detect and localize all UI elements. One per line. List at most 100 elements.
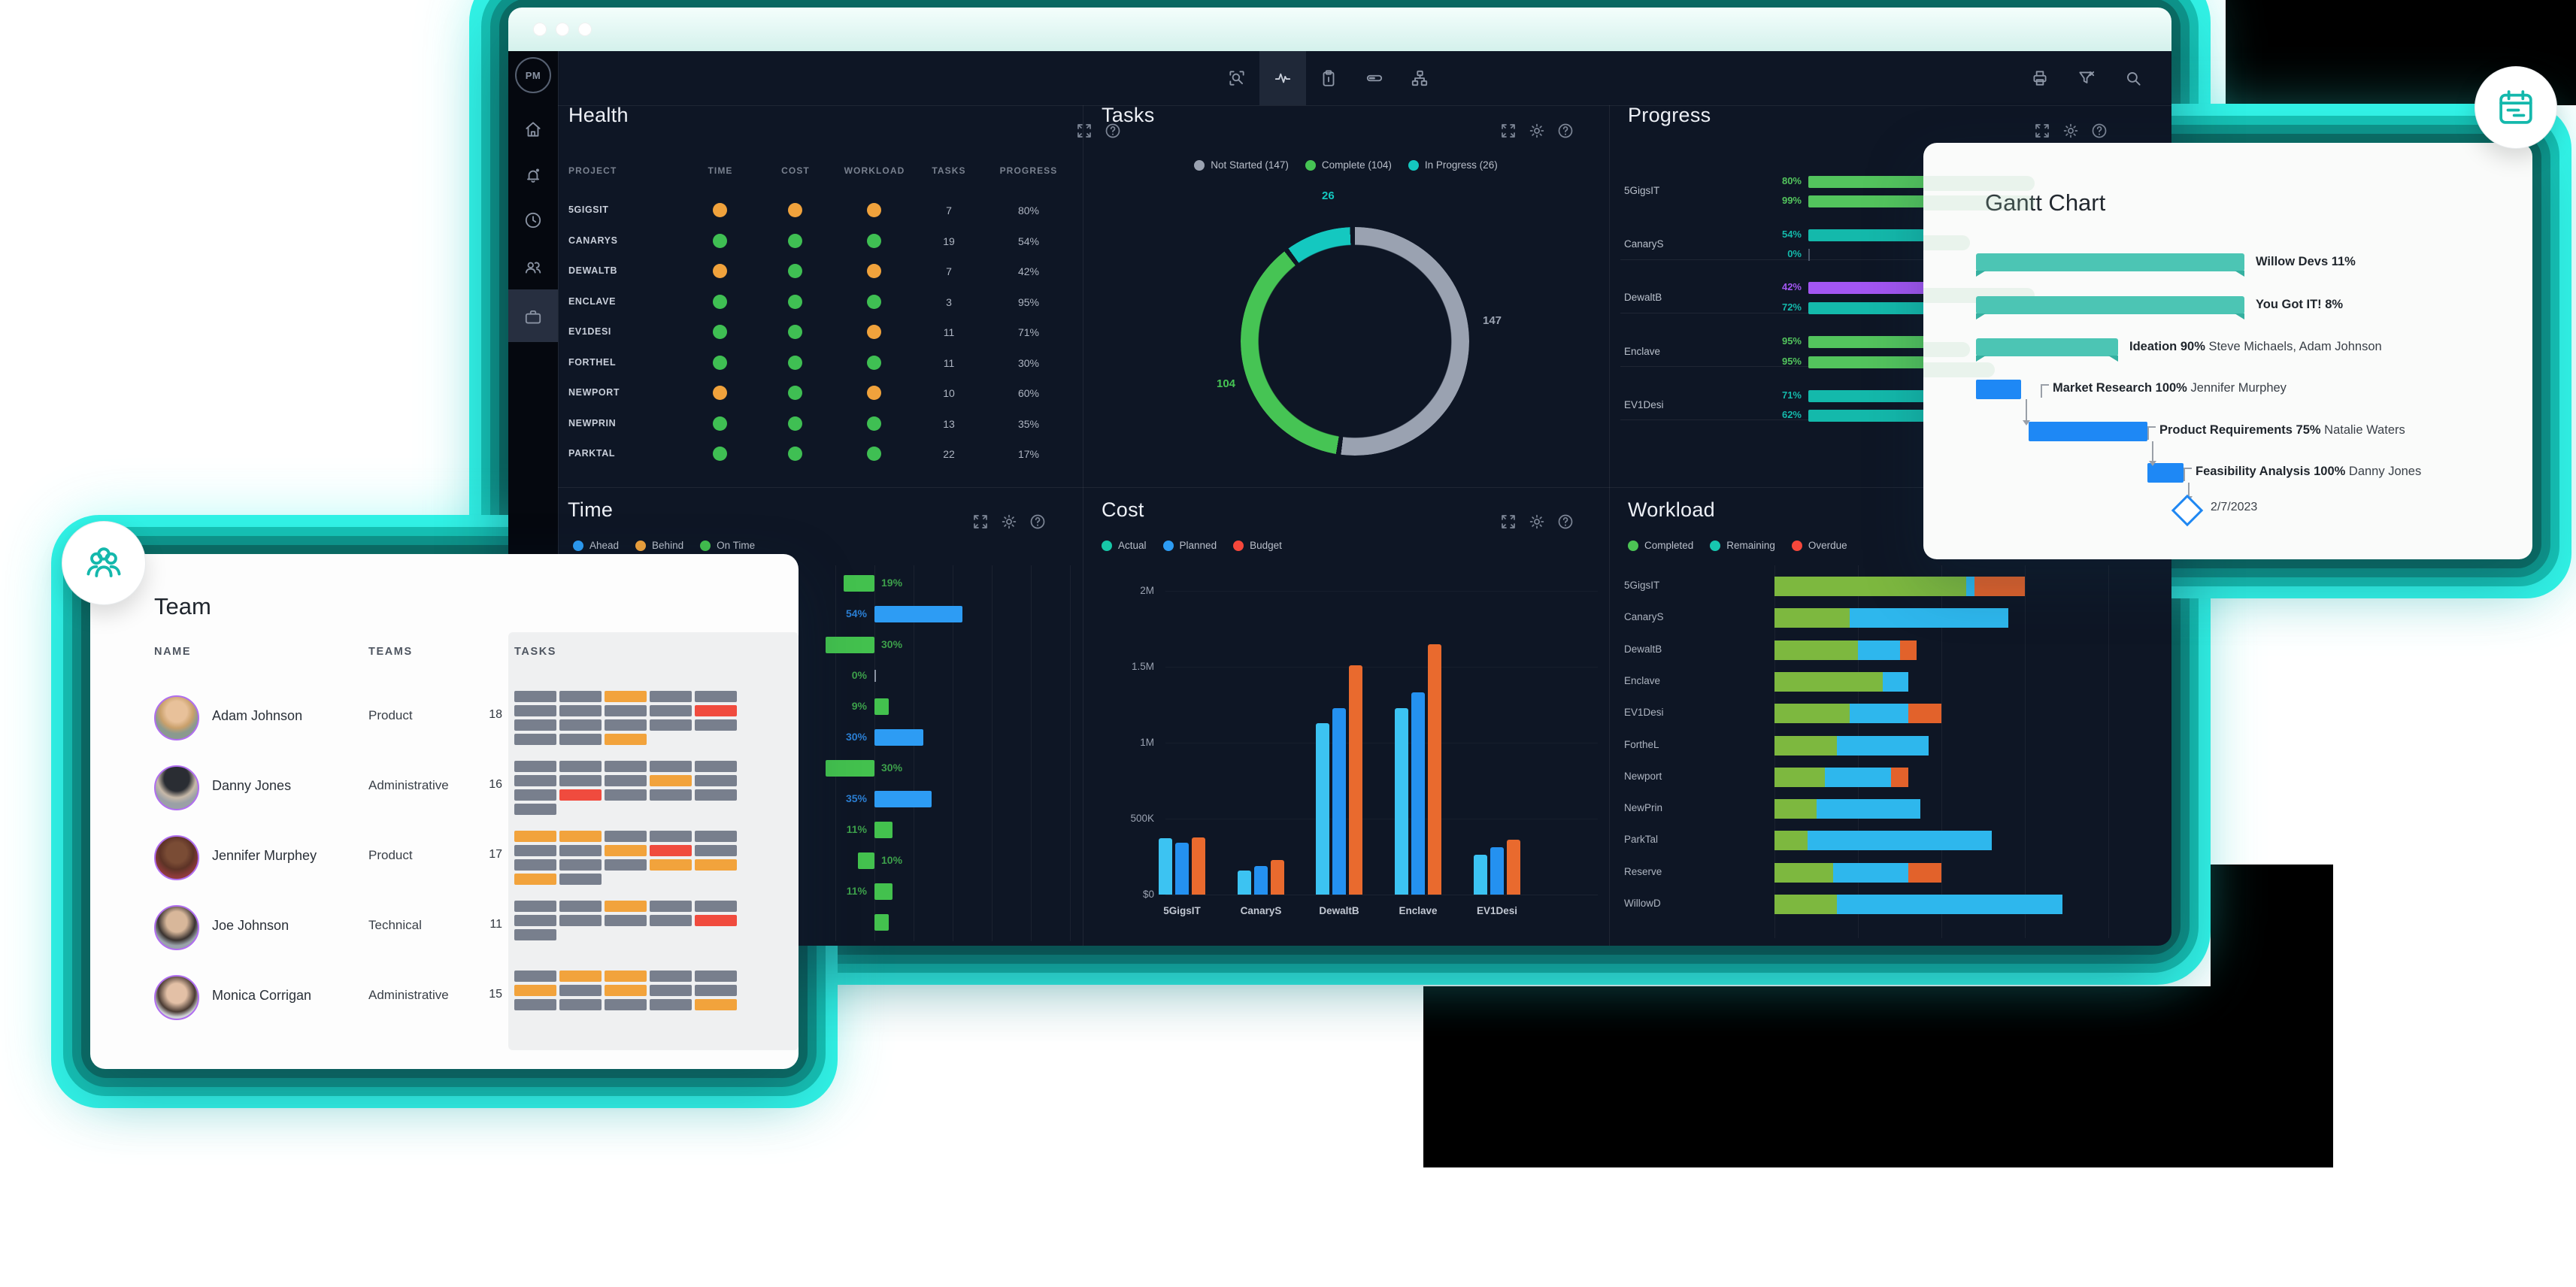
toolbar-clipboard-icon[interactable] bbox=[1319, 68, 1338, 88]
legend-item[interactable]: Planned bbox=[1162, 540, 1217, 551]
legend-item[interactable]: Complete (104) bbox=[1305, 159, 1392, 171]
expand-icon[interactable] bbox=[1075, 122, 1093, 140]
gridline bbox=[1031, 565, 1032, 941]
cost-bar-budget bbox=[1271, 859, 1284, 895]
sidebar-active-highlight bbox=[508, 289, 558, 342]
settings-icon[interactable] bbox=[1528, 122, 1546, 140]
team-member-team: Technical bbox=[368, 918, 422, 932]
expand-icon[interactable] bbox=[1499, 513, 1517, 531]
progress-project: DewaltB bbox=[1624, 291, 1662, 303]
progress-value-label: 99% bbox=[1781, 195, 1802, 206]
health-progress-value: 35% bbox=[1017, 417, 1040, 430]
task-block bbox=[559, 775, 602, 786]
help-icon[interactable] bbox=[1556, 513, 1574, 531]
settings-icon[interactable] bbox=[2062, 122, 2080, 140]
legend-item[interactable]: Completed bbox=[1628, 540, 1693, 551]
gantt-calendar-icon bbox=[2495, 86, 2537, 129]
table-row[interactable]: ENCLAVE 3 95% bbox=[558, 287, 1083, 317]
table-row[interactable]: FORTHEL 11 30% bbox=[558, 348, 1083, 378]
task-block bbox=[514, 999, 556, 1010]
legend-item[interactable]: Overdue bbox=[1791, 540, 1847, 551]
sidebar-item-briefcase[interactable] bbox=[523, 307, 543, 327]
settings-icon[interactable] bbox=[1528, 513, 1546, 531]
gantt-milestone-diamond[interactable] bbox=[2171, 494, 2204, 527]
sidebar-item-bell[interactable] bbox=[523, 165, 543, 185]
workload-segment-overdue bbox=[1908, 704, 1941, 724]
window-dot[interactable] bbox=[578, 23, 592, 36]
table-row[interactable]: NEWPORT 10 60% bbox=[558, 378, 1083, 408]
workload-project: ParkTal bbox=[1624, 834, 1659, 846]
team-member-name: Danny Jones bbox=[212, 778, 292, 793]
expand-icon[interactable] bbox=[971, 513, 989, 531]
legend-dot bbox=[1194, 159, 1205, 171]
time-value-label: 30% bbox=[881, 762, 903, 774]
toolbar-activity-icon[interactable] bbox=[1273, 68, 1293, 88]
legend-item[interactable]: Ahead bbox=[573, 540, 619, 551]
legend-item[interactable]: Budget bbox=[1233, 540, 1282, 551]
gantt-label-bold: Product Requirements 75% bbox=[2159, 423, 2321, 437]
ghost-stripe bbox=[1923, 342, 1970, 357]
help-icon[interactable] bbox=[1556, 122, 1574, 140]
legend-dot bbox=[573, 540, 583, 551]
task-block bbox=[559, 761, 602, 772]
toolbar-zoom-search-icon[interactable] bbox=[1227, 68, 1247, 88]
workload-panel: Workload Completed Remaining Overdue 5GigsIT… bbox=[1609, 487, 2171, 946]
sidebar-item-home[interactable] bbox=[523, 120, 543, 139]
help-icon[interactable] bbox=[1029, 513, 1047, 531]
expand-icon[interactable] bbox=[1499, 122, 1517, 140]
table-row[interactable]: NEWPRIN 13 35% bbox=[558, 409, 1083, 439]
gantt-card: Gantt Chart Willow Devs 11% You Got IT! 8… bbox=[1923, 143, 2532, 559]
team-member-row[interactable]: Adam Johnson Product 18 bbox=[90, 691, 799, 760]
task-block bbox=[605, 691, 647, 702]
team-member-row[interactable]: Jennifer Murphey Product 17 bbox=[90, 831, 799, 900]
health-status-dot-cost bbox=[788, 386, 802, 400]
gantt-summary-bar[interactable] bbox=[1976, 253, 2244, 271]
toolbar-search-icon[interactable] bbox=[2123, 68, 2143, 88]
table-row[interactable]: EV1DESI 11 71% bbox=[558, 317, 1083, 347]
toolbar-printer-icon[interactable] bbox=[2030, 68, 2050, 88]
settings-icon[interactable] bbox=[1000, 513, 1018, 531]
sidebar-item-clock[interactable] bbox=[523, 210, 543, 230]
legend-item[interactable]: Actual bbox=[1102, 540, 1147, 551]
toolbar-progress-bar-icon[interactable] bbox=[1365, 68, 1384, 88]
window-dot[interactable] bbox=[533, 23, 547, 36]
workload-project: Reserve bbox=[1624, 865, 1662, 877]
team-member-row[interactable]: Monica Corrigan Administrative 15 bbox=[90, 971, 799, 1040]
time-bar bbox=[874, 791, 932, 807]
ghost-stripe bbox=[1923, 235, 1970, 250]
sidebar-item-people[interactable] bbox=[523, 257, 543, 277]
legend-item[interactable]: On Time bbox=[700, 540, 755, 551]
legend-item[interactable]: In Progress (26) bbox=[1408, 159, 1498, 171]
expand-icon[interactable] bbox=[2033, 122, 2051, 140]
health-tasks-count: 7 bbox=[946, 204, 952, 217]
legend-label: On Time bbox=[717, 540, 756, 551]
help-icon[interactable] bbox=[2090, 122, 2108, 140]
legend-dot bbox=[1791, 540, 1802, 551]
gantt-summary-bar[interactable] bbox=[1976, 338, 2118, 356]
toolbar-filter-icon[interactable] bbox=[2077, 68, 2096, 88]
gantt-summary-bar[interactable] bbox=[1976, 296, 2244, 314]
team-member-row[interactable]: Danny Jones Administrative 16 bbox=[90, 761, 799, 830]
time-bar bbox=[874, 606, 962, 622]
app-logo[interactable]: PM bbox=[515, 57, 551, 93]
workload-segment-completed bbox=[1774, 862, 1833, 883]
legend-item[interactable]: Behind bbox=[635, 540, 683, 551]
gantt-task-bar[interactable] bbox=[1976, 380, 2021, 399]
gantt-task-bar[interactable] bbox=[2147, 463, 2184, 483]
task-block bbox=[605, 831, 647, 842]
table-row[interactable]: 5GIGSIT 7 80% bbox=[558, 195, 1083, 226]
cost-bar-budget bbox=[1428, 644, 1441, 895]
gantt-task-bar[interactable] bbox=[2029, 422, 2147, 441]
task-block bbox=[650, 719, 692, 731]
table-row[interactable]: DEWALTB 7 42% bbox=[558, 256, 1083, 286]
table-row[interactable]: CANARYS 19 54% bbox=[558, 226, 1083, 256]
table-row[interactable]: PARKTAL 22 17% bbox=[558, 439, 1083, 469]
window-dot[interactable] bbox=[556, 23, 569, 36]
health-progress-value: 80% bbox=[1017, 204, 1040, 217]
help-icon[interactable] bbox=[1104, 122, 1122, 140]
toolbar-org-chart-icon[interactable] bbox=[1410, 68, 1429, 88]
x-axis-label: 5GigsIT bbox=[1163, 905, 1201, 916]
legend-item[interactable]: Not Started (147) bbox=[1194, 159, 1289, 171]
team-member-row[interactable]: Joe Johnson Technical 11 bbox=[90, 901, 799, 970]
legend-item[interactable]: Remaining bbox=[1710, 540, 1775, 551]
